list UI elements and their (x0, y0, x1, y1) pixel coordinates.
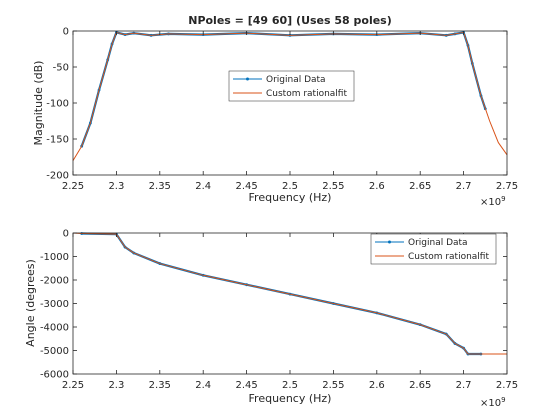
magnitude-y-tick-label: -150 (46, 135, 69, 146)
magnitude-legend-label-fit: Custom rationalfit (266, 89, 347, 99)
angle-y-tick-label: -6000 (40, 370, 69, 381)
magnitude-x-tick-label: 2.5 (282, 181, 298, 192)
angle-x-tick-label: 2.45 (235, 380, 257, 391)
angle-x-tick-label: 2.4 (195, 380, 211, 391)
magnitude-x-tick-label: 2.65 (409, 181, 431, 192)
angle-legend: Original Data Custom rationalfit (370, 233, 497, 265)
angle-x-tick-label: 2.65 (409, 380, 431, 391)
magnitude-x-tick-label: 2.7 (456, 181, 472, 192)
magnitude-legend-label-original: Original Data (266, 75, 326, 85)
angle-x-axis-label: Frequency (Hz) (249, 392, 332, 405)
angle-x-tick-label: 2.75 (496, 380, 518, 391)
magnitude-x-tick-label: 2.75 (496, 181, 518, 192)
angle-x-exponent: ×109 (480, 396, 506, 409)
angle-y-tick-label: 0 (63, 229, 69, 240)
magnitude-legend-marker-original (246, 77, 249, 81)
magnitude-x-tick-label: 2.6 (369, 181, 385, 192)
magnitude-legend-box (228, 70, 355, 102)
angle-x-tick-label: 2.7 (456, 380, 472, 391)
angle-legend-marker-original (388, 240, 391, 244)
magnitude-x-tick-label: 2.55 (322, 181, 344, 192)
angle-y-axis-label: Angle (degrees) (24, 259, 37, 347)
magnitude-y-axis-label: Magnitude (dB) (32, 61, 45, 146)
angle-x-tick-label: 2.5 (282, 380, 298, 391)
angle-y-tick-label: -4000 (40, 323, 69, 334)
angle-legend-label-fit: Custom rationalfit (408, 252, 489, 262)
magnitude-chart: NPoles = [49 60] (Uses 58 poles) 2.25 2.3… (32, 14, 518, 208)
magnitude-y-tick-label: -200 (46, 171, 69, 182)
magnitude-x-axis-label: Frequency (Hz) (249, 191, 332, 204)
angle-chart: 2.25 2.3 2.35 2.4 2.45 2.5 2.55 2.6 2.65 2.7 2.75 0… (24, 229, 518, 410)
angle-x-tick-label: 2.35 (149, 380, 171, 391)
angle-x-tick-label: 2.25 (62, 380, 84, 391)
angle-y-tick-label: -3000 (40, 299, 69, 310)
angle-y-tick-label: -5000 (40, 346, 69, 357)
angle-ticks: 2.25 2.3 2.35 2.4 2.45 2.5 2.55 2.6 2.65 2.7 2.75 0… (40, 229, 518, 392)
magnitude-axes-box (72, 30, 508, 176)
magnitude-x-tick-label: 2.45 (235, 181, 257, 192)
angle-series-line (72, 232, 507, 355)
magnitude-ticks: 2.25 2.3 2.35 2.4 2.45 2.5 2.55 2.6 2.65 2.7 2.75 0… (46, 27, 518, 193)
angle-plot-area (72, 232, 507, 356)
magnitude-x-tick-label: 2.35 (149, 181, 171, 192)
magnitude-x-tick-label: 2.25 (62, 181, 84, 192)
angle-y-tick-label: -1000 (40, 252, 69, 263)
angle-legend-box (370, 233, 497, 265)
magnitude-x-tick-label: 2.4 (195, 181, 211, 192)
chart-title: NPoles = [49 60] (Uses 58 poles) (188, 14, 392, 27)
magnitude-y-tick-label: 0 (63, 27, 69, 38)
magnitude-x-exponent: ×109 (480, 195, 506, 208)
angle-x-tick-label: 2.6 (369, 380, 385, 391)
magnitude-legend: Original Data Custom rationalfit (228, 70, 355, 102)
magnitude-series-line (72, 31, 508, 161)
angle-x-tick-label: 2.55 (322, 380, 344, 391)
angle-x-tick-label: 2.3 (108, 380, 124, 391)
magnitude-y-tick-label: -100 (46, 99, 69, 110)
magnitude-x-tick-label: 2.3 (108, 181, 124, 192)
angle-y-tick-label: -2000 (40, 276, 69, 287)
angle-legend-label-original: Original Data (408, 238, 468, 248)
magnitude-y-tick-label: -50 (53, 63, 69, 74)
